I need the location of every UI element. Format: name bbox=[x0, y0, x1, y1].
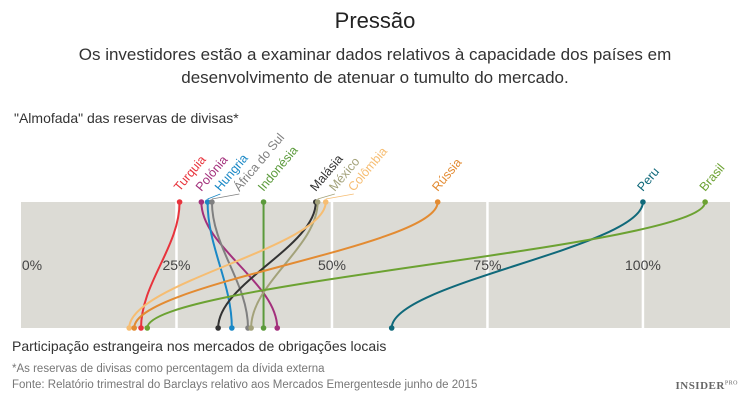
point-foreign-share bbox=[274, 325, 281, 331]
chart-subtitle: Os investidores estão a examinar dados r… bbox=[78, 45, 672, 87]
point-foreign-share bbox=[126, 325, 133, 331]
tick-label: 0% bbox=[22, 257, 42, 273]
point-foreign-share bbox=[144, 325, 151, 331]
point-reserves bbox=[260, 199, 267, 205]
point-foreign-share bbox=[131, 325, 137, 331]
country-label: Rússia bbox=[429, 156, 464, 194]
logo-text: INSIDER bbox=[675, 380, 725, 392]
point-reserves bbox=[204, 199, 211, 205]
point-reserves bbox=[314, 199, 321, 205]
footnote: *As reservas de divisas como percentagem… bbox=[12, 363, 325, 375]
tick-label: 50% bbox=[318, 257, 346, 273]
tick-label: 25% bbox=[162, 257, 190, 273]
point-foreign-share bbox=[260, 325, 267, 331]
label-leader bbox=[325, 193, 354, 200]
series-line bbox=[140, 201, 181, 329]
logo-sup: PRO bbox=[724, 380, 738, 387]
series-line bbox=[390, 201, 644, 329]
tick-label: 100% bbox=[625, 257, 661, 273]
label-leader bbox=[207, 193, 221, 200]
series-line bbox=[146, 201, 707, 329]
point-reserves bbox=[640, 199, 646, 205]
series-line bbox=[133, 201, 439, 329]
point-foreign-share bbox=[138, 325, 144, 331]
country-label: Peru bbox=[635, 165, 663, 194]
insider-pro-logo: INSIDERPRO bbox=[675, 380, 738, 392]
point-reserves bbox=[198, 199, 205, 205]
point-reserves bbox=[322, 199, 329, 205]
point-reserves bbox=[176, 199, 183, 205]
plot-background bbox=[21, 202, 730, 328]
source-note: Fonte: Relatório trimestral do Barclays … bbox=[12, 379, 478, 391]
tick-label: 75% bbox=[473, 257, 501, 273]
series-line bbox=[128, 201, 327, 329]
chart-title: Pressão bbox=[334, 8, 416, 33]
point-foreign-share bbox=[215, 325, 221, 331]
series-line bbox=[206, 201, 233, 329]
point-foreign-share bbox=[248, 325, 254, 331]
top-axis-label: "Almofada" das reservas de divisas* bbox=[14, 110, 239, 126]
bottom-axis-label: Participação estrangeira nos mercados de… bbox=[12, 338, 387, 354]
label-leader bbox=[317, 193, 335, 200]
series-line bbox=[217, 201, 317, 329]
point-reserves bbox=[702, 199, 708, 205]
point-foreign-share bbox=[229, 325, 235, 331]
label-leader bbox=[211, 193, 240, 200]
series-line bbox=[200, 201, 279, 329]
point-reserves bbox=[434, 199, 441, 205]
point-reserves bbox=[209, 199, 215, 205]
point-foreign-share bbox=[388, 325, 395, 331]
country-label: Brasil bbox=[697, 161, 728, 194]
